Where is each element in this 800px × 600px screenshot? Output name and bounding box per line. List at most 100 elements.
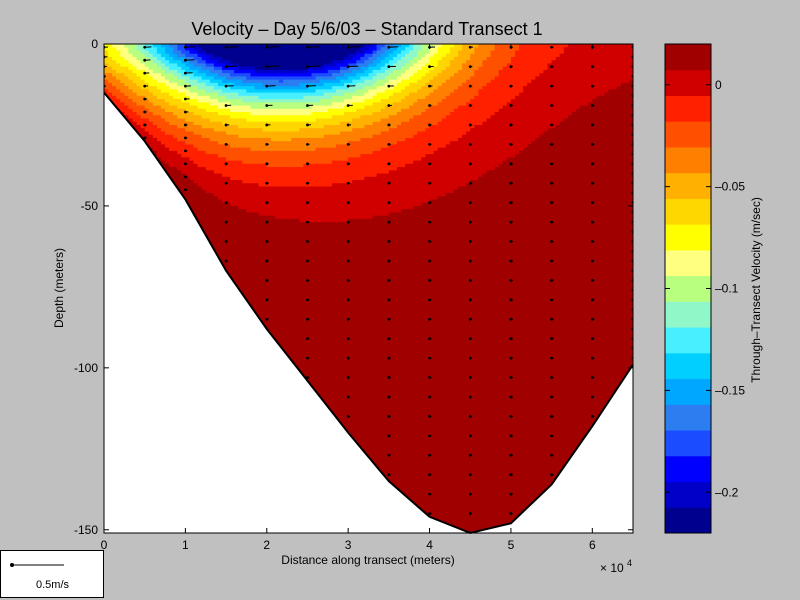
velocity-cell — [230, 73, 235, 77]
velocity-cell — [112, 92, 117, 97]
velocity-cell — [197, 121, 203, 126]
velocity-cell — [152, 115, 158, 120]
velocity-cell — [156, 150, 162, 155]
velocity-cell — [209, 241, 215, 246]
velocity-cell — [148, 82, 154, 87]
velocity-cell — [205, 76, 211, 81]
velocity-cell — [209, 137, 215, 142]
velocity-cell — [185, 63, 191, 68]
velocity-cell — [217, 238, 223, 243]
velocity-cell — [226, 131, 231, 136]
velocity-cell — [193, 137, 199, 142]
velocity-cell — [165, 79, 170, 84]
velocity-cell — [205, 131, 211, 136]
velocity-cell — [173, 147, 178, 152]
velocity-cell — [152, 69, 158, 74]
velocity-cell — [108, 53, 113, 58]
velocity-cell — [116, 99, 121, 103]
velocity-cell — [128, 99, 134, 103]
velocity-cell — [222, 170, 227, 175]
velocity-cell — [205, 47, 211, 52]
velocity-cell — [169, 121, 174, 126]
velocity-cell — [124, 115, 130, 120]
velocity-cell — [217, 205, 223, 210]
velocity-cell — [140, 108, 146, 113]
velocity-cell — [173, 150, 178, 155]
velocity-cell — [193, 112, 199, 116]
velocity-cell — [181, 79, 186, 84]
velocity-cell — [230, 63, 235, 68]
velocity-cell — [128, 50, 134, 55]
velocity-cell — [234, 79, 239, 84]
velocity-cell — [213, 215, 219, 220]
velocity-cell — [173, 66, 178, 71]
velocity-cell — [205, 53, 211, 58]
velocity-cell — [144, 105, 150, 110]
velocity-cell — [160, 102, 166, 107]
velocity-cell — [124, 60, 130, 65]
velocity-cell — [165, 47, 170, 52]
velocity-cell — [173, 99, 178, 103]
velocity-cell — [209, 215, 215, 220]
velocity-cell — [217, 53, 223, 58]
velocity-cell — [144, 112, 150, 116]
velocity-cell — [185, 137, 191, 142]
velocity-cell — [169, 137, 174, 142]
velocity-cell — [205, 205, 211, 210]
velocity-cell — [128, 102, 134, 107]
velocity-cell — [222, 186, 227, 191]
velocity-cell — [185, 112, 191, 116]
velocity-cell — [213, 131, 219, 136]
velocity-cell — [197, 44, 203, 48]
velocity-cell — [148, 118, 154, 123]
velocity-cell — [213, 228, 219, 233]
velocity-cell — [136, 112, 142, 116]
velocity-cell — [116, 86, 121, 90]
velocity-cell — [197, 102, 203, 107]
velocity-cell — [189, 44, 195, 48]
velocity-cell — [197, 167, 203, 171]
velocity-cell — [140, 53, 146, 58]
velocity-cell — [201, 176, 207, 181]
velocity-cell — [116, 82, 121, 87]
velocity-cell — [201, 60, 207, 65]
velocity-cell — [213, 183, 219, 188]
velocity-cell — [144, 124, 150, 129]
velocity-cell — [156, 63, 162, 68]
velocity-cell — [165, 95, 170, 100]
velocity-cell — [193, 44, 199, 48]
velocity-cell — [189, 89, 195, 94]
velocity-cell — [226, 225, 231, 230]
velocity-cell — [222, 60, 227, 65]
velocity-cell — [226, 248, 231, 252]
velocity-cell — [177, 66, 182, 71]
velocity-cell — [201, 183, 207, 188]
velocity-cell — [177, 173, 182, 178]
velocity-cell — [156, 157, 162, 162]
velocity-cell — [201, 131, 207, 136]
velocity-cell — [173, 144, 178, 149]
velocity-cell — [193, 105, 199, 110]
velocity-cell — [169, 105, 174, 110]
velocity-cell — [213, 86, 219, 90]
velocity-cell — [185, 102, 191, 107]
velocity-cell — [181, 147, 186, 152]
velocity-cell — [230, 154, 235, 158]
velocity-cell — [169, 92, 174, 97]
velocity-cell — [201, 76, 207, 81]
velocity-cell — [136, 53, 142, 58]
velocity-cell — [213, 147, 219, 152]
velocity-cell — [177, 44, 182, 48]
velocity-cell — [222, 150, 227, 155]
velocity-cell — [128, 105, 134, 110]
velocity-cell — [181, 163, 186, 168]
velocity-cell — [116, 50, 121, 55]
velocity-cell — [226, 144, 231, 149]
velocity-cell — [160, 124, 166, 129]
velocity-cell — [181, 86, 186, 90]
velocity-cell — [193, 63, 199, 68]
velocity-cell — [217, 176, 223, 181]
velocity-cell — [173, 173, 178, 178]
velocity-cell — [173, 76, 178, 81]
velocity-cell — [197, 50, 203, 55]
